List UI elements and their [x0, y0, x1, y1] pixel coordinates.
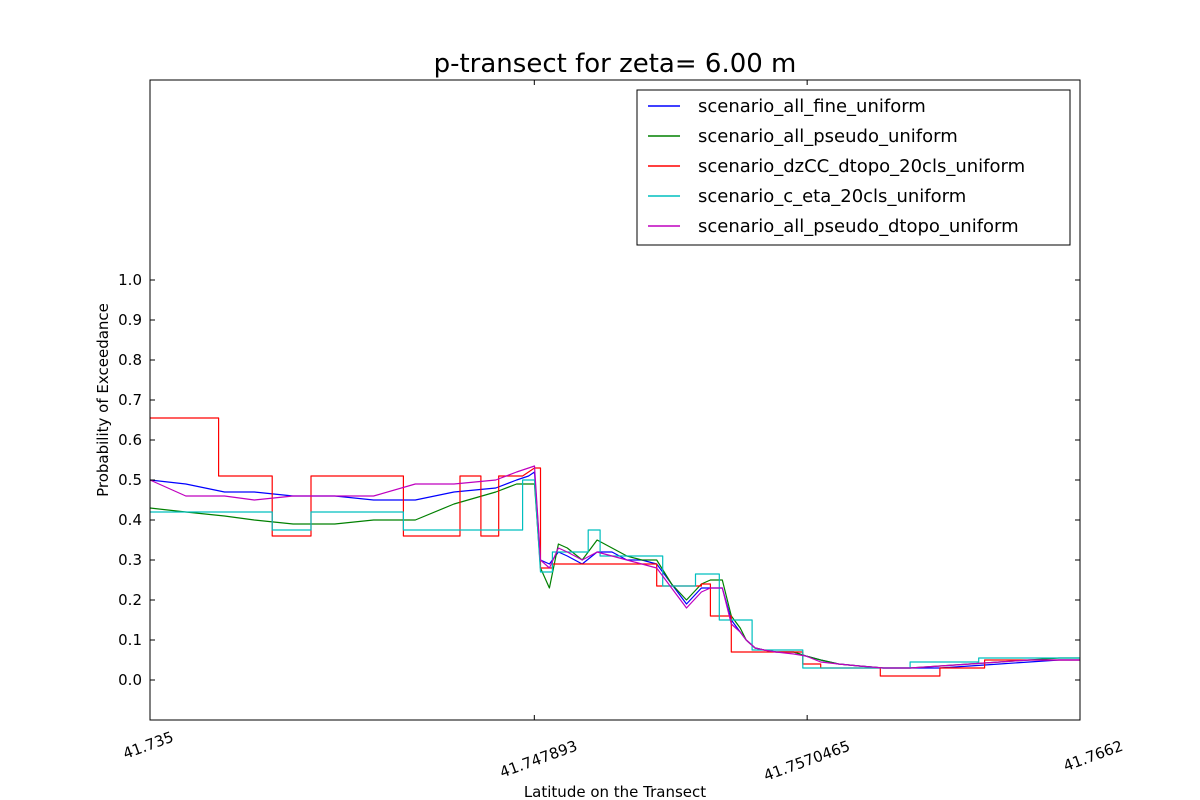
- legend-label: scenario_all_fine_uniform: [698, 96, 926, 117]
- x-axis-label: Latitude on the Transect: [524, 783, 706, 800]
- y-tick-label: 0.1: [118, 631, 142, 649]
- series-layer: [149, 417, 1080, 677]
- series-line-5: [149, 465, 1080, 669]
- y-tick-label: 0.5: [118, 471, 142, 489]
- legend-box: [636, 89, 1071, 246]
- legend-label: scenario_all_pseudo_uniform: [698, 126, 958, 147]
- chart-title: p-transect for zeta= 6.00 m: [434, 49, 797, 79]
- y-tick-label: 0.4: [118, 511, 142, 529]
- y-tick-label: 0.9: [118, 311, 142, 329]
- y-tick-label: 0.3: [118, 551, 142, 569]
- legend-label: scenario_c_eta_20cls_uniform: [698, 186, 966, 207]
- y-tick-label: 0.6: [118, 431, 142, 449]
- y-tick-label: 0.2: [118, 591, 142, 609]
- y-tick-label: 0.8: [118, 351, 142, 369]
- y-tick-label: 0.0: [118, 671, 142, 689]
- legend-items: scenario_all_fine_uniform scenario_all_ps…: [648, 96, 1025, 237]
- y-tick-label: 1.0: [118, 271, 142, 289]
- legend: scenario_all_fine_uniform scenario_all_ps…: [636, 89, 1071, 246]
- legend-label: scenario_dzCC_dtopo_20cls_uniform: [698, 156, 1025, 177]
- legend-label: scenario_all_pseudo_dtopo_uniform: [698, 216, 1019, 237]
- plot-frame: [149, 79, 1081, 721]
- series-line-4: [150, 479, 1080, 669]
- y-axis-label: Probability of Exceedance: [94, 303, 112, 497]
- y-tick-label: 0.7: [118, 391, 142, 409]
